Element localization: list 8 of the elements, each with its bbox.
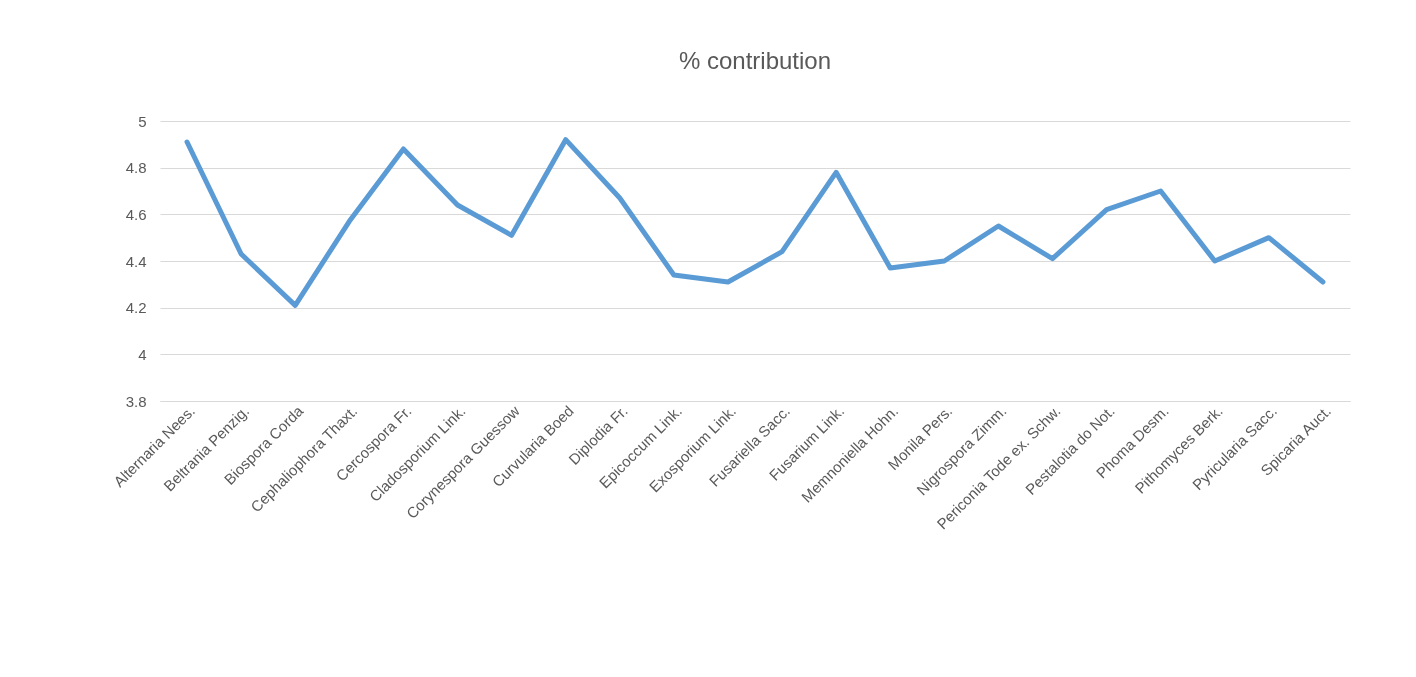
y-tick-label: 4.6 <box>125 205 147 223</box>
y-tick-label: 5 <box>138 112 147 130</box>
chart-title: % contribution <box>678 47 832 74</box>
y-tick-label: 4.8 <box>125 159 147 177</box>
y-tick-label: 4.4 <box>125 252 147 270</box>
y-tick-label: 4.2 <box>125 299 147 317</box>
y-tick-label: 3.8 <box>125 392 147 410</box>
y-tick-label: 4 <box>138 345 147 363</box>
